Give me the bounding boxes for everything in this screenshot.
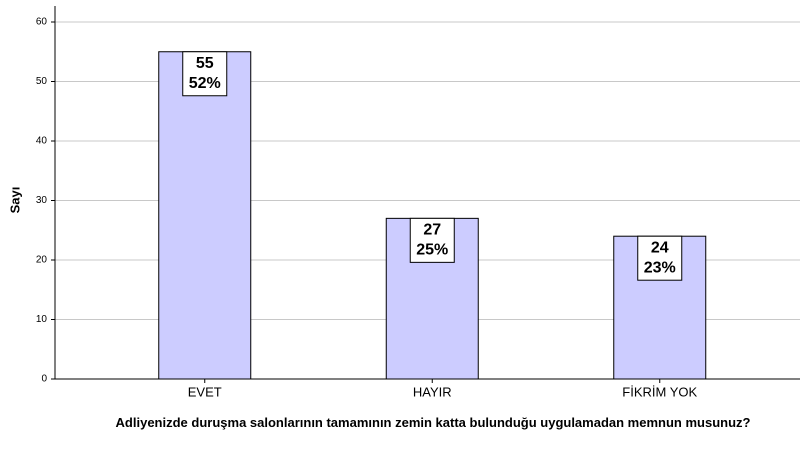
x-tick-label: FİKRİM YOK (622, 384, 697, 399)
percent-label: 25% (416, 242, 448, 259)
value-label: 27 (423, 222, 441, 239)
value-label: 55 (196, 55, 214, 72)
x-tick-label: EVET (188, 384, 222, 399)
percent-label: 52% (189, 75, 221, 92)
x-axis-label: Adliyenizde duruşma salonlarının tamamın… (115, 415, 751, 430)
x-tick-label: HAYIR (413, 384, 452, 399)
y-tick-label: 30 (36, 195, 48, 206)
value-label-box (409, 217, 455, 263)
y-tick-label: 10 (36, 314, 48, 325)
percent-label: 23% (644, 259, 676, 276)
y-axis-label: Sayı (7, 187, 22, 214)
bar (158, 51, 252, 380)
y-tick-label: 50 (36, 76, 48, 87)
value-label-box (637, 235, 683, 281)
value-label-box (182, 51, 228, 97)
y-tick-label: 0 (41, 374, 47, 385)
y-tick-label: 60 (36, 17, 48, 28)
y-tick-label: 20 (36, 255, 48, 266)
y-tick-label: 40 (36, 136, 48, 147)
value-label: 24 (651, 239, 669, 256)
